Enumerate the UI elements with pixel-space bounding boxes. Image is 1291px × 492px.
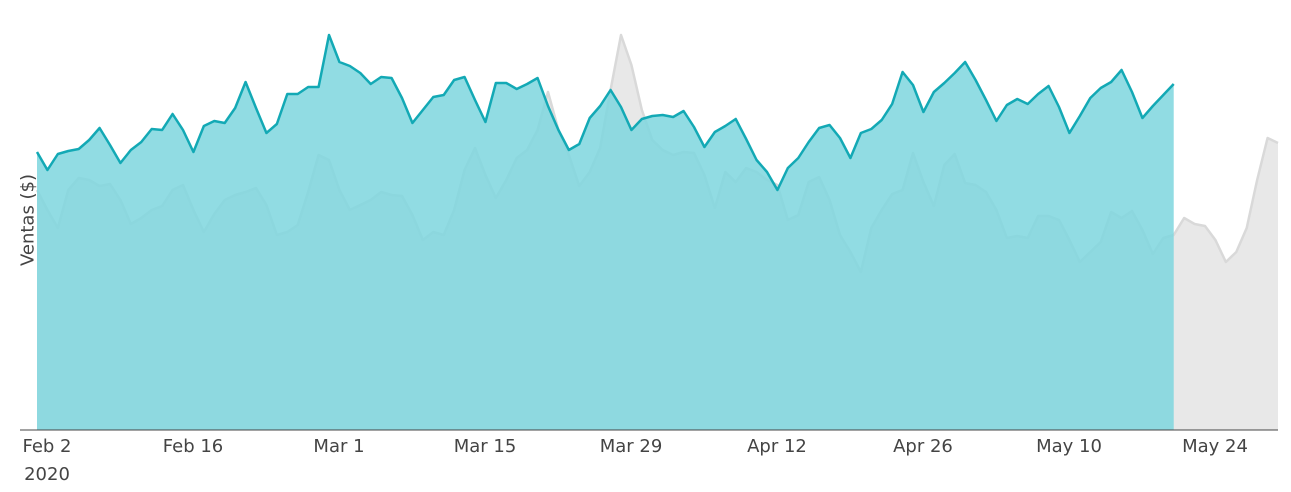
y-axis-label: Ventas ($) (17, 173, 39, 267)
x-tick-label: May 24 (1182, 436, 1248, 457)
area (37, 35, 1174, 430)
x-tick-label: Apr 26 (893, 436, 953, 457)
x-tick-label: Feb 16 (162, 436, 224, 457)
x-tick-label: Mar 15 (453, 436, 517, 457)
x-tick-label: Mar 1 (313, 436, 365, 457)
x-tick-label: Mar 29 (599, 436, 663, 457)
line (35, 33, 1175, 192)
x-tick-label: Apr 12 (747, 436, 807, 457)
x-tick-label: Feb 2 2020 (22, 436, 72, 485)
x-tick-label: May 10 (1036, 436, 1102, 457)
